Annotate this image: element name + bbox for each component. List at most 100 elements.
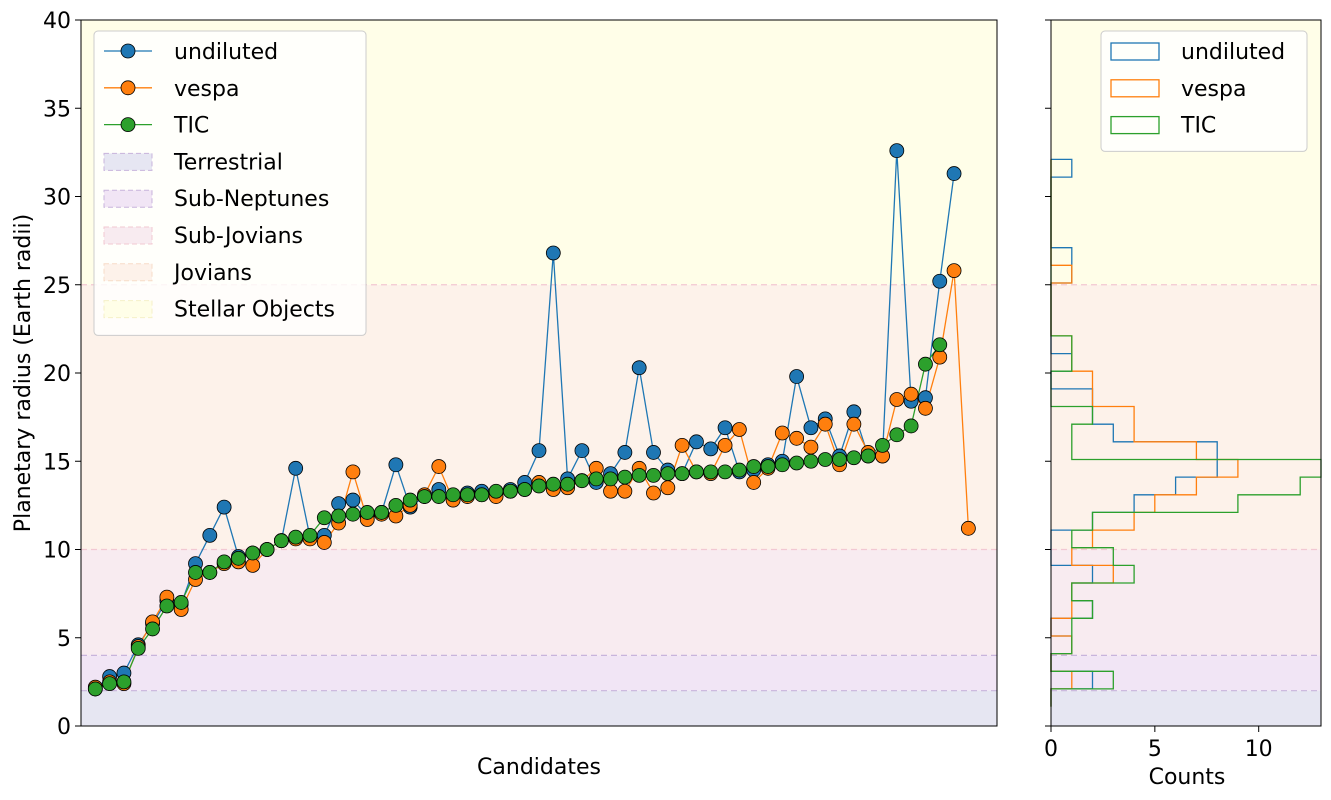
point-tic-53 (846, 450, 862, 466)
histogram-legend: undiluted vespa TIC (1100, 30, 1308, 152)
point-tic-21 (388, 497, 404, 513)
histogram-x-axis-label: Counts (1149, 765, 1226, 790)
point-tic-26 (460, 487, 475, 503)
legend-marker-tic (120, 117, 136, 132)
point-undiluted-49 (789, 369, 805, 384)
point-tic-8 (202, 565, 218, 580)
hist-band-sub-jovians (1051, 549, 1321, 656)
point-undiluted-53 (846, 404, 862, 420)
point-tic-27 (474, 487, 490, 503)
point-tic-37 (617, 469, 633, 485)
point-tic-15 (302, 527, 318, 543)
point-tic-9 (216, 554, 232, 570)
point-vespa-39 (646, 485, 661, 501)
point-tic-43 (703, 464, 719, 480)
main-x-axis-label: Candidates (477, 755, 601, 780)
point-tic-2 (116, 674, 132, 690)
point-undiluted-50 (803, 420, 819, 436)
hist-x-tick-label-10: 10 (1245, 737, 1273, 762)
point-tic-20 (374, 505, 389, 520)
legend-swatch-sub-neptunes (103, 189, 153, 208)
legend-label-stellar-objects: Stellar Objects (174, 298, 335, 323)
histogram-boundary-lines (1051, 284, 1321, 692)
point-vespa-18 (345, 464, 361, 480)
legend-marker-vespa (120, 80, 136, 96)
point-tic-6 (173, 595, 189, 610)
hist-legend-label-vespa: vespa (1181, 77, 1246, 102)
point-tic-48 (774, 457, 790, 473)
hist-legend-label-undiluted: undiluted (1181, 40, 1285, 65)
main-y-axis: 0 5 10 15 20 25 30 35 40 (43, 9, 81, 740)
point-tic-51 (817, 452, 833, 467)
point-tic-52 (832, 452, 847, 467)
histogram-axes: 0 5 10 (1044, 19, 1273, 762)
point-tic-23 (417, 489, 432, 504)
hist-legend-swatch-undiluted (1110, 42, 1160, 61)
point-tic-54 (860, 448, 876, 464)
y-tick-label-25: 25 (43, 274, 71, 299)
point-tic-44 (717, 464, 733, 480)
point-tic-46 (746, 459, 762, 474)
hist-legend-label-tic: TIC (1180, 114, 1216, 139)
point-tic-28 (488, 483, 504, 499)
point-vespa-44 (717, 437, 733, 453)
main-legend: undiluted vespa TIC Terrestrial Sub-Neptunes… (93, 30, 367, 336)
point-tic-0 (87, 681, 103, 697)
point-tic-22 (402, 492, 418, 508)
point-undiluted-38 (631, 360, 647, 376)
legend-swatch-sub-jovians (103, 226, 153, 245)
point-undiluted-43 (703, 441, 719, 457)
point-undiluted-60 (946, 166, 962, 181)
point-undiluted-37 (617, 445, 633, 460)
point-tic-41 (674, 466, 690, 482)
point-tic-34 (574, 473, 590, 489)
point-tic-3 (130, 640, 146, 656)
point-vespa-53 (846, 416, 862, 432)
point-tic-32 (545, 476, 561, 492)
main-y-axis-label: Planetary radius (Earth radii) (11, 214, 36, 532)
point-undiluted-56 (889, 143, 905, 159)
point-undiluted-31 (531, 443, 547, 459)
point-tic-55 (875, 437, 890, 453)
point-undiluted-9 (216, 499, 232, 515)
point-tic-19 (359, 505, 375, 520)
hist-band-sub-neptunes (1051, 655, 1321, 691)
legend-swatch-terrestrial (103, 152, 153, 171)
point-tic-49 (789, 455, 805, 471)
hist-x-tick-label-5: 5 (1148, 737, 1162, 762)
hist-legend-box (1100, 30, 1308, 152)
point-undiluted-8 (202, 527, 218, 543)
y-tick-label-30: 30 (43, 186, 71, 211)
point-tic-45 (731, 462, 747, 478)
legend-label-sub-neptunes: Sub-Neptunes (174, 187, 329, 212)
legend-marker-undiluted (120, 43, 136, 59)
point-vespa-61 (960, 520, 976, 536)
point-vespa-37 (617, 483, 633, 499)
point-vespa-60 (946, 263, 962, 279)
point-undiluted-59 (932, 273, 948, 289)
point-tic-24 (431, 489, 447, 504)
point-undiluted-21 (388, 457, 404, 473)
point-tic-42 (689, 464, 704, 480)
point-tic-17 (331, 508, 347, 524)
point-tic-56 (889, 427, 905, 443)
hist-legend-swatch-vespa (1110, 79, 1160, 98)
point-vespa-49 (789, 430, 805, 446)
point-tic-16 (316, 510, 332, 526)
point-vespa-50 (803, 439, 819, 455)
series-lines-and-markers (87, 143, 976, 697)
point-vespa-59 (932, 349, 948, 365)
point-undiluted-17 (331, 496, 347, 512)
legend-label-tic: TIC (173, 114, 209, 139)
legend-label-sub-jovians: Sub-Jovians (174, 224, 303, 249)
point-tic-31 (531, 478, 547, 494)
y-tick-label-10: 10 (43, 539, 71, 564)
point-tic-10 (231, 550, 246, 566)
legend-swatch-jovians (103, 263, 153, 282)
legend-swatch-stellar-objects (103, 300, 153, 319)
point-tic-25 (445, 487, 461, 503)
point-tic-57 (903, 418, 919, 434)
point-tic-1 (102, 676, 118, 692)
point-undiluted-44 (717, 420, 733, 436)
point-undiluted-32 (545, 245, 561, 261)
